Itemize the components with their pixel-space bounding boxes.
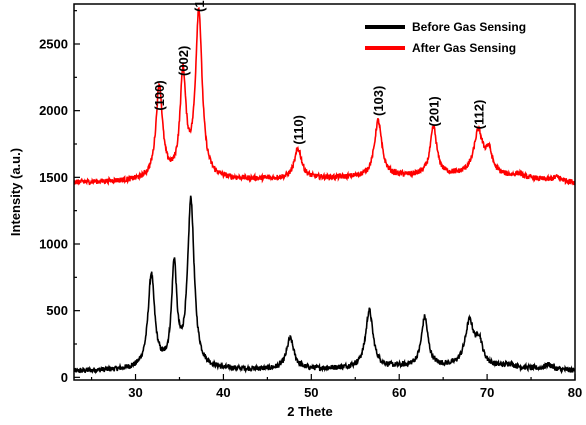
y-axis-title: Intensity (a.u.) xyxy=(8,148,23,236)
peak-label: (112) xyxy=(471,100,486,130)
axis-ticks: 30 40 50 60 70 80 0 500 1000 1500 2000 2500 xyxy=(39,10,582,400)
peak-label: (103) xyxy=(371,86,386,116)
peak-label: (002) xyxy=(176,46,191,76)
peak-label: (110) xyxy=(291,115,306,145)
legend: Before Gas Sensing After Gas Sensing xyxy=(365,20,526,55)
peak-annotations: (100) (002) (102) (110) (103) (201) (112) xyxy=(152,0,486,145)
legend-label-after: After Gas Sensing xyxy=(412,41,516,55)
x-tick-label: 30 xyxy=(128,385,142,400)
y-tick-label: 1000 xyxy=(39,237,68,252)
x-axis-title: 2 Thete xyxy=(287,404,333,419)
legend-label-before: Before Gas Sensing xyxy=(412,20,526,34)
series-layer xyxy=(74,7,575,375)
peak-label: (201) xyxy=(426,96,441,126)
x-tick-label: 40 xyxy=(216,385,230,400)
peak-label: (100) xyxy=(152,80,167,110)
x-tick-label: 60 xyxy=(392,385,406,400)
series-line-after xyxy=(74,7,575,186)
x-tick-label: 50 xyxy=(304,385,318,400)
peak-label: (102) xyxy=(192,0,207,12)
y-tick-label: 2500 xyxy=(39,37,68,52)
x-tick-label: 70 xyxy=(480,385,494,400)
series-line-before xyxy=(74,195,575,375)
y-tick-label: 1500 xyxy=(39,170,68,185)
y-tick-label: 2000 xyxy=(39,103,68,118)
plot-area xyxy=(73,3,576,381)
y-tick-label: 500 xyxy=(46,303,68,318)
x-tick-label: 80 xyxy=(568,385,582,400)
y-tick-label: 0 xyxy=(61,370,68,385)
plot-frame xyxy=(73,3,576,381)
